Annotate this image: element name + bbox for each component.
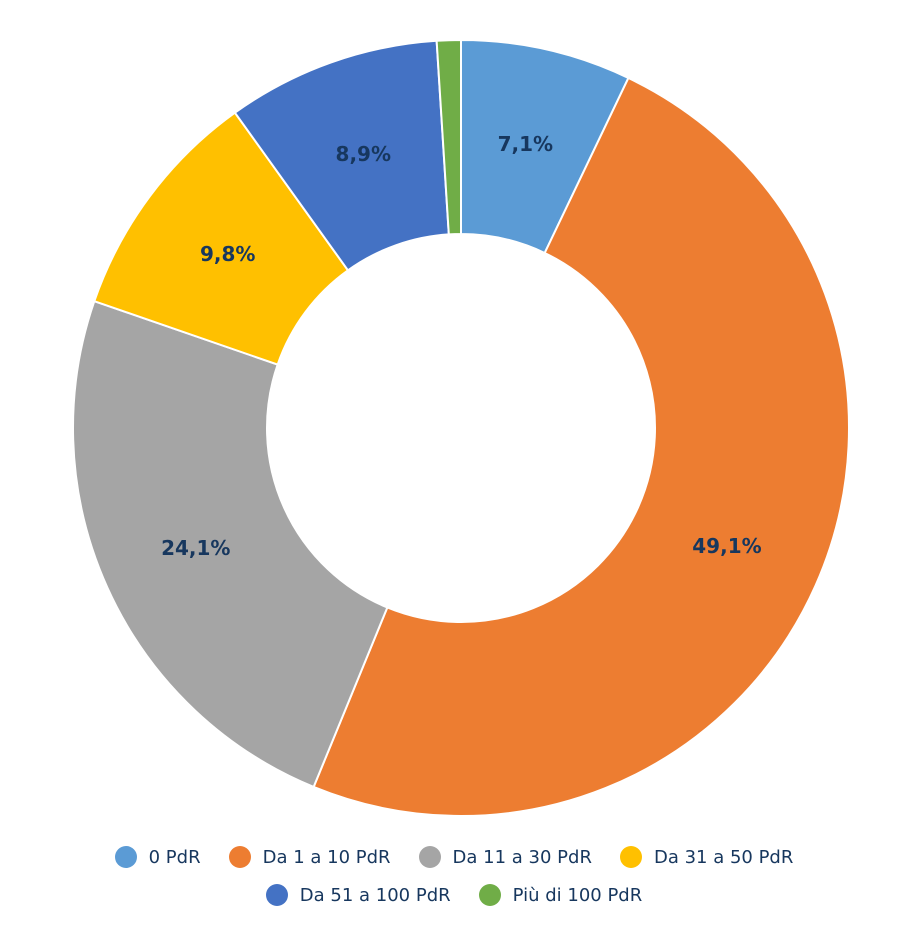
slice-da-1-a-10-pdr [312, 76, 850, 817]
legend-item-1-10-pdr: Da 1 a 10 PdR [228, 846, 391, 868]
legend-item-31-50-pdr: Da 31 a 50 PdR [619, 846, 794, 868]
legend-item-0-pdr: 0 PdR [114, 846, 201, 868]
chart-legend: 0 PdR Da 1 a 10 PdR Da 11 a 30 PdR Da 31… [0, 840, 908, 912]
legend-swatch-11-30-pdr [418, 846, 441, 868]
legend-label-51-100-pdr: Da 51 a 100 PdR [299, 884, 451, 906]
legend-row-1: 0 PdR Da 1 a 10 PdR Da 11 a 30 PdR Da 31… [114, 840, 794, 874]
slice-piu-di-100-pdr [435, 38, 462, 236]
legend-item-piu-100-pdr: Più di 100 PdR [478, 884, 643, 906]
legend-swatch-51-100-pdr [265, 884, 288, 906]
legend-label-0-pdr: 0 PdR [148, 846, 201, 868]
legend-swatch-31-50-pdr [619, 846, 642, 868]
slice-da-11-a-30-pdr [72, 299, 389, 789]
data-label-da-11-a-30-pdr: 24,1% [161, 536, 230, 560]
data-label-0-pdr: 7,1% [498, 132, 553, 156]
legend-swatch-0-pdr [114, 846, 137, 868]
legend-item-11-30-pdr: Da 11 a 30 PdR [418, 846, 592, 868]
legend-item-51-100-pdr: Da 51 a 100 PdR [265, 884, 451, 906]
legend-swatch-1-10-pdr [228, 846, 251, 868]
legend-label-1-10-pdr: Da 1 a 10 PdR [262, 846, 391, 868]
legend-swatch-piu-100-pdr [478, 884, 501, 906]
data-label-da-51-a-100-pdr: 8,9% [336, 142, 391, 166]
donut-data-labels: 7,1% 49,1% 24,1% 9,8% 8,9% [161, 132, 762, 560]
data-label-da-1-a-10-pdr: 49,1% [692, 534, 761, 558]
legend-label-11-30-pdr: Da 11 a 30 PdR [452, 846, 592, 868]
legend-row-2: Da 51 a 100 PdR Più di 100 PdR [265, 878, 643, 912]
donut-chart: 7,1% 49,1% 24,1% 9,8% 8,9% [72, 38, 850, 817]
legend-label-piu-100-pdr: Più di 100 PdR [512, 884, 643, 906]
data-label-da-31-a-50-pdr: 9,8% [200, 242, 255, 266]
donut-slices [72, 38, 850, 817]
legend-label-31-50-pdr: Da 31 a 50 PdR [653, 846, 794, 868]
